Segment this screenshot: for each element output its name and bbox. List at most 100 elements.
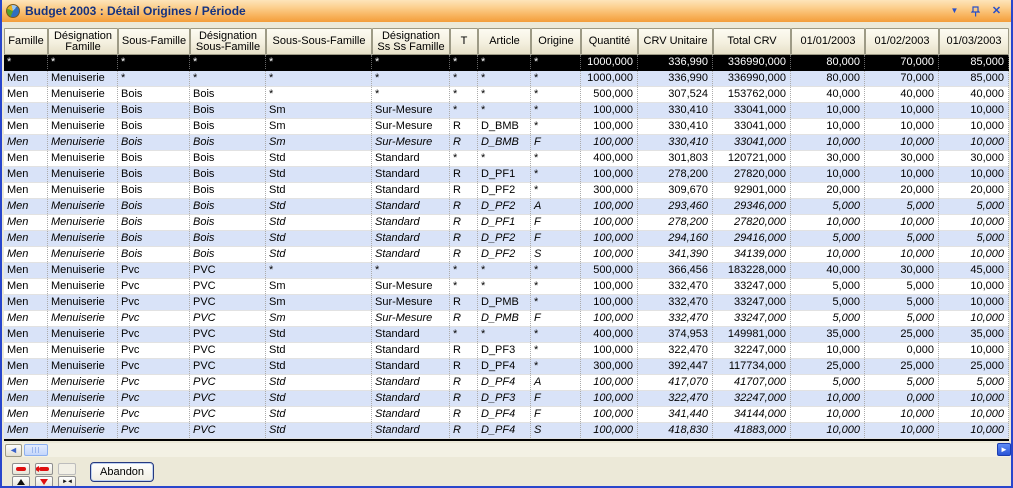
grid-cell[interactable]: D_PF2 xyxy=(478,183,531,198)
grid-cell[interactable]: F xyxy=(531,391,581,406)
grid-cell[interactable]: PVC xyxy=(190,311,266,326)
grid-cell[interactable]: Standard xyxy=(372,359,450,374)
grid-cell[interactable]: Standard xyxy=(372,391,450,406)
grid-cell[interactable]: Menuiserie xyxy=(48,423,118,438)
grid-cell[interactable]: 25,000 xyxy=(791,359,865,374)
grid-cell[interactable]: 40,000 xyxy=(939,87,1009,102)
grid-cell[interactable]: Standard xyxy=(372,343,450,358)
grid-cell[interactable]: 35,000 xyxy=(939,327,1009,342)
grid-cell[interactable]: 341,440 xyxy=(638,407,713,422)
column-header-01-01-2003[interactable]: 01/01/2003 xyxy=(791,28,865,55)
grid-cell[interactable]: Bois xyxy=(118,87,190,102)
grid-cell[interactable]: 40,000 xyxy=(791,87,865,102)
grid-cell[interactable]: R xyxy=(450,311,478,326)
grid-cell[interactable]: 100,000 xyxy=(581,343,638,358)
grid-cell[interactable]: 149981,000 xyxy=(713,327,791,342)
column-header-d-signation-famille[interactable]: Désignation Famille xyxy=(48,28,118,55)
grid-cell[interactable]: * xyxy=(531,103,581,118)
grid-cell[interactable]: * xyxy=(531,87,581,102)
grid-cell[interactable]: 332,470 xyxy=(638,295,713,310)
table-row[interactable]: Men Menuiserie Bois Bois Std Standard R D_PF2 A 1… xyxy=(4,199,1009,215)
grid-cell[interactable]: 500,000 xyxy=(581,263,638,278)
grid-cell[interactable]: Menuiserie xyxy=(48,215,118,230)
grid-cell[interactable]: 40,000 xyxy=(791,263,865,278)
grid-cell[interactable]: 25,000 xyxy=(939,359,1009,374)
grid-cell[interactable]: 183228,000 xyxy=(713,263,791,278)
grid-cell[interactable]: * xyxy=(266,263,372,278)
grid-cell[interactable]: Sm xyxy=(266,135,372,150)
column-header-origine[interactable]: Origine xyxy=(531,28,581,55)
grid-cell[interactable]: * xyxy=(531,279,581,294)
grid-cell[interactable]: * xyxy=(450,151,478,166)
column-header-sous-famille[interactable]: Sous-Famille xyxy=(118,28,190,55)
grid-cell[interactable]: 70,000 xyxy=(865,55,939,69)
grid-cell[interactable]: Bois xyxy=(190,119,266,134)
grid-cell[interactable]: 332,470 xyxy=(638,279,713,294)
grid-cell[interactable]: 10,000 xyxy=(791,343,865,358)
grid-cell[interactable]: 153762,000 xyxy=(713,87,791,102)
grid-cell[interactable]: 80,000 xyxy=(791,55,865,69)
grid-cell[interactable]: Menuiserie xyxy=(48,71,118,86)
grid-cell[interactable]: Menuiserie xyxy=(48,407,118,422)
grid-cell[interactable]: 341,390 xyxy=(638,247,713,262)
table-row[interactable]: Men Menuiserie Pvc PVC Std Standard R D_PF4 * 300… xyxy=(4,359,1009,375)
grid-cell[interactable]: Men xyxy=(4,71,48,86)
grid-cell[interactable]: PVC xyxy=(190,407,266,422)
grid-cell[interactable]: Bois xyxy=(190,87,266,102)
grid-cell[interactable]: Bois xyxy=(118,119,190,134)
grid-cell[interactable]: D_BMB xyxy=(478,119,531,134)
grid-cell[interactable]: * xyxy=(531,343,581,358)
grid-cell[interactable]: Bois xyxy=(118,247,190,262)
grid-cell[interactable]: 92901,000 xyxy=(713,183,791,198)
grid-cell[interactable]: PVC xyxy=(190,295,266,310)
grid-cell[interactable]: * xyxy=(266,87,372,102)
grid-cell[interactable]: PVC xyxy=(190,391,266,406)
grid-cell[interactable]: D_PF2 xyxy=(478,199,531,214)
grid-cell[interactable]: Men xyxy=(4,375,48,390)
grid-cell[interactable]: 10,000 xyxy=(865,167,939,182)
grid-cell[interactable]: 100,000 xyxy=(581,167,638,182)
grid-cell[interactable]: R xyxy=(450,375,478,390)
grid-cell[interactable]: Standard xyxy=(372,407,450,422)
grid-cell[interactable]: 33247,000 xyxy=(713,279,791,294)
grid-cell[interactable]: Menuiserie xyxy=(48,375,118,390)
grid-cell[interactable]: 400,000 xyxy=(581,327,638,342)
table-row[interactable]: Men Menuiserie Bois Bois Std Standard R D_PF1 F 1… xyxy=(4,215,1009,231)
grid-cell[interactable]: Pvc xyxy=(118,407,190,422)
grid-cell[interactable]: * xyxy=(450,103,478,118)
grid-cell[interactable]: 10,000 xyxy=(791,407,865,422)
grid-cell[interactable]: Menuiserie xyxy=(48,119,118,134)
grid-cell[interactable]: 5,000 xyxy=(791,199,865,214)
grid-cell[interactable]: * xyxy=(531,71,581,86)
grid-cell[interactable]: Std xyxy=(266,231,372,246)
grid-cell[interactable]: 5,000 xyxy=(865,375,939,390)
column-header-t[interactable]: T xyxy=(450,28,478,55)
grid-cell[interactable]: Men xyxy=(4,151,48,166)
grid-cell[interactable]: S xyxy=(531,423,581,438)
grid-cell[interactable]: D_PMB xyxy=(478,311,531,326)
table-row[interactable]: Men Menuiserie Bois Bois Std Standard R D_PF2 S 1… xyxy=(4,247,1009,263)
grid-cell[interactable]: Sur-Mesure xyxy=(372,295,450,310)
grid-cell[interactable]: R xyxy=(450,247,478,262)
grid-cell[interactable]: 33247,000 xyxy=(713,311,791,326)
grid-cell[interactable]: 10,000 xyxy=(939,247,1009,262)
grid-cell[interactable]: 10,000 xyxy=(791,247,865,262)
grid-cell[interactable]: Men xyxy=(4,407,48,422)
grid-cell[interactable]: 10,000 xyxy=(939,279,1009,294)
grid-cell[interactable]: Bois xyxy=(118,103,190,118)
grid-cell[interactable]: 374,953 xyxy=(638,327,713,342)
grid-cell[interactable]: R xyxy=(450,199,478,214)
grid-cell[interactable]: * xyxy=(372,71,450,86)
table-row[interactable]: Men Menuiserie Pvc PVC Sm Sur-Mesure R D_PMB * 10… xyxy=(4,295,1009,311)
grid-cell[interactable]: 418,830 xyxy=(638,423,713,438)
grid-cell[interactable]: R xyxy=(450,183,478,198)
grid-cell[interactable]: * xyxy=(531,327,581,342)
grid-cell[interactable]: R xyxy=(450,423,478,438)
grid-cell[interactable]: R xyxy=(450,295,478,310)
grid-cell[interactable]: 41707,000 xyxy=(713,375,791,390)
grid-cell[interactable]: * xyxy=(478,279,531,294)
horizontal-scrollbar[interactable]: ◄ ► xyxy=(4,443,1011,457)
grid-cell[interactable]: Bois xyxy=(118,183,190,198)
grid-cell[interactable]: F xyxy=(531,311,581,326)
grid-cell[interactable]: 5,000 xyxy=(791,375,865,390)
